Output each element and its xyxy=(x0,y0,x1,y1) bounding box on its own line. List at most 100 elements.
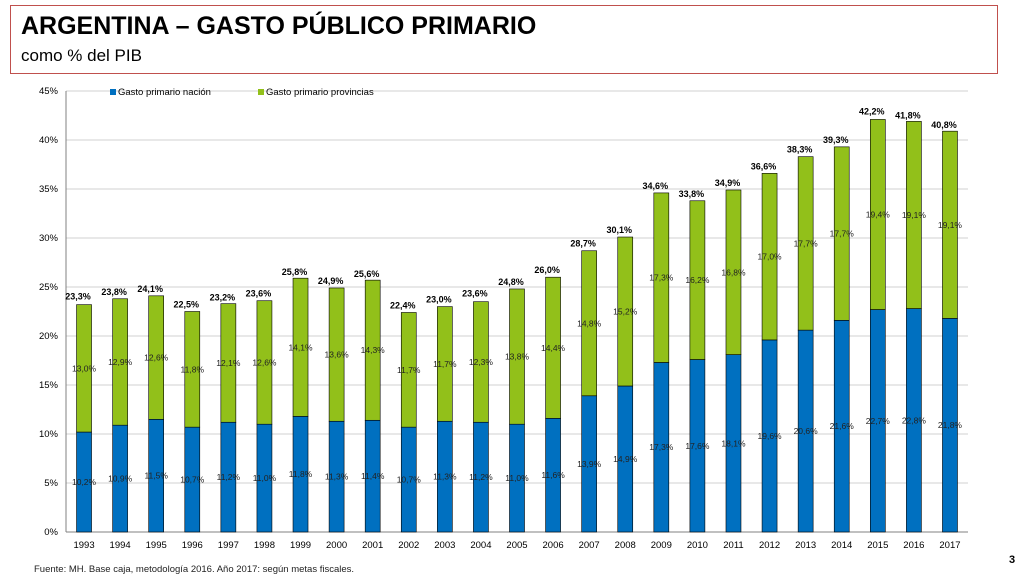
bar-segment-provincias xyxy=(906,121,922,309)
x-tick-label: 1999 xyxy=(290,540,311,551)
total-label: 23,3% xyxy=(65,292,91,302)
page-subtitle: como % del PIB xyxy=(21,46,142,65)
total-label: 28,7% xyxy=(570,239,596,249)
total-label: 30,1% xyxy=(606,225,632,235)
legend-label-nacion: Gasto primario nación xyxy=(118,87,211,98)
data-label-provincias: 11,7% xyxy=(397,365,421,375)
data-label-nacion: 21,6% xyxy=(830,421,855,431)
total-label: 41,8% xyxy=(895,110,921,120)
y-tick-label: 10% xyxy=(39,429,59,440)
data-label-nacion: 10,9% xyxy=(108,474,133,484)
y-tick-label: 20% xyxy=(39,331,59,342)
label-layer: 10,2% 13,0% 23,3% 10,9% 12,9% 23,8% 11,5% 12,6%… xyxy=(65,106,962,487)
bar-segment-provincias xyxy=(833,146,850,321)
x-tick-label: 2000 xyxy=(326,540,347,551)
x-tick-label: 2004 xyxy=(470,540,491,551)
data-label-nacion: 11,3% xyxy=(433,472,457,482)
x-tick-label: 2008 xyxy=(615,540,636,551)
bar-segment-provincias xyxy=(797,156,814,331)
total-label: 23,6% xyxy=(462,289,488,299)
data-label-provincias: 14,8% xyxy=(577,318,602,328)
legend-swatch-nacion xyxy=(110,89,116,95)
data-label-provincias: 13,0% xyxy=(72,363,97,373)
x-tick-label: 1993 xyxy=(73,540,94,551)
bar-segment-provincias xyxy=(364,279,381,421)
bar-segment-provincias xyxy=(148,295,164,420)
data-label-provincias: 12,3% xyxy=(469,357,494,367)
x-tick-label: 2001 xyxy=(362,540,383,551)
data-label-provincias: 12,6% xyxy=(144,353,169,363)
y-tick-label: 15% xyxy=(39,380,59,391)
total-label: 24,1% xyxy=(137,284,163,294)
total-label: 23,0% xyxy=(426,295,452,305)
legend-label-provincias: Gasto primario provincias xyxy=(266,87,374,98)
data-label-provincias: 12,9% xyxy=(108,357,133,367)
bar-segment-provincias xyxy=(220,303,237,423)
x-tick-label: 2002 xyxy=(398,540,419,551)
y-tick-label: 30% xyxy=(39,233,59,244)
bar-segment-provincias xyxy=(256,300,273,425)
x-tick-label: 1996 xyxy=(182,540,203,551)
data-label-provincias: 11,8% xyxy=(181,364,205,374)
data-label-provincias: 15,2% xyxy=(613,307,638,317)
bar-segment-provincias xyxy=(942,130,958,319)
total-label: 24,8% xyxy=(498,277,524,287)
data-label-nacion: 10,7% xyxy=(397,475,422,485)
data-label-nacion: 10,7% xyxy=(180,475,205,485)
total-label: 36,6% xyxy=(751,161,777,171)
total-label: 23,2% xyxy=(210,293,236,303)
x-tick-label: 2010 xyxy=(687,540,708,551)
data-label-provincias: 17,7% xyxy=(830,229,855,239)
total-label: 34,9% xyxy=(715,178,741,188)
bar-segment-provincias xyxy=(76,304,92,433)
data-label-provincias: 17,3% xyxy=(649,273,674,283)
x-tick-label: 2011 xyxy=(723,540,743,551)
data-label-nacion: 11,5% xyxy=(144,471,168,481)
bar-layer xyxy=(76,119,958,533)
data-label-provincias: 13,8% xyxy=(505,352,530,362)
total-label: 24,9% xyxy=(318,276,344,286)
x-tick-label: 1997 xyxy=(218,540,239,551)
data-label-provincias: 19,1% xyxy=(902,210,927,220)
total-label: 22,4% xyxy=(390,300,416,310)
x-tick-label: 1995 xyxy=(146,540,167,551)
data-label-provincias: 14,1% xyxy=(288,342,313,352)
data-label-nacion: 22,8% xyxy=(902,415,927,425)
total-label: 39,3% xyxy=(823,135,849,145)
data-label-nacion: 11,2% xyxy=(217,472,241,482)
data-label-nacion: 22,7% xyxy=(866,416,891,426)
bar-segment-provincias xyxy=(869,119,886,310)
data-label-provincias: 14,4% xyxy=(541,343,566,353)
page-number: 3 xyxy=(1009,554,1016,566)
y-tick-label: 5% xyxy=(44,478,58,489)
bar-segment-provincias xyxy=(400,312,417,428)
source-note: Fuente: MH. Base caja, metodología 2016.… xyxy=(34,564,355,575)
total-label: 34,6% xyxy=(643,181,669,191)
data-label-nacion: 14,9% xyxy=(613,454,638,464)
bar-segment-provincias xyxy=(473,301,489,423)
data-label-nacion: 10,2% xyxy=(72,477,97,487)
bar-segment-provincias xyxy=(581,250,597,397)
total-label: 38,3% xyxy=(787,145,813,155)
bar-segment-provincias xyxy=(184,311,201,428)
data-label-nacion: 17,6% xyxy=(685,441,710,451)
data-label-nacion: 21,8% xyxy=(938,420,963,430)
bar-segment-provincias xyxy=(653,192,670,363)
data-label-nacion: 13,9% xyxy=(577,459,602,469)
page-title: ARGENTINA – GASTO PÚBLICO PRIMARIO xyxy=(21,12,537,40)
x-tick-label: 1994 xyxy=(110,540,131,551)
bar-segment-provincias xyxy=(328,287,345,422)
bar-segment-provincias xyxy=(725,189,742,355)
data-label-provincias: 19,4% xyxy=(866,209,891,219)
legend-swatch-provincias xyxy=(258,89,264,95)
total-label: 33,8% xyxy=(679,189,705,199)
total-label: 42,2% xyxy=(859,106,885,116)
bar-segment-provincias xyxy=(112,298,128,426)
data-label-nacion: 11,2% xyxy=(469,472,493,482)
bar-segment-provincias xyxy=(509,288,525,425)
data-label-provincias: 19,1% xyxy=(938,220,963,230)
x-tick-label: 2007 xyxy=(579,540,600,551)
data-label-nacion: 11,4% xyxy=(361,471,385,481)
y-tick-label: 35% xyxy=(39,184,59,195)
total-label: 22,5% xyxy=(174,300,200,310)
